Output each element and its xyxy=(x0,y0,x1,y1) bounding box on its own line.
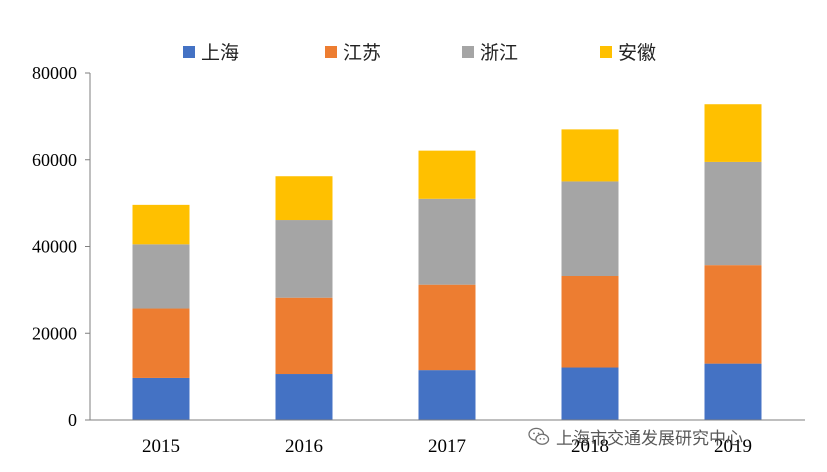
wechat-icon xyxy=(528,427,550,445)
y-tick-label: 60000 xyxy=(32,150,77,170)
x-tick-label: 2018 xyxy=(571,436,609,457)
bar-segment xyxy=(704,265,762,364)
legend-swatch xyxy=(325,45,337,58)
bar-segment xyxy=(704,363,762,420)
x-tick-label: 2017 xyxy=(428,436,466,457)
legend-swatch xyxy=(600,45,612,58)
bar-segment xyxy=(275,297,333,375)
bar-segment xyxy=(132,204,190,245)
bar-segment xyxy=(704,161,762,266)
legend-label: 江苏 xyxy=(343,42,382,64)
x-tick-label: 2015 xyxy=(142,436,180,457)
bar-segment xyxy=(275,176,333,221)
legend: 上海 江苏 浙江 安徽 xyxy=(0,38,827,68)
bar-segment xyxy=(132,377,190,420)
bar-series-group xyxy=(132,104,762,420)
bar-segment xyxy=(418,370,476,420)
legend-item: 浙江 xyxy=(462,38,518,65)
y-axis: 0 20000 40000 60000 80000 xyxy=(32,63,91,430)
x-tick-label: 2016 xyxy=(285,436,323,457)
bar-segment xyxy=(561,275,619,368)
y-tick-label: 40000 xyxy=(32,237,77,257)
bar-segment xyxy=(275,220,333,298)
legend-item: 上海 xyxy=(183,38,239,65)
watermark: 上海市交通发展研究中心 xyxy=(528,424,743,449)
bar-segment xyxy=(561,181,619,276)
bar-segment xyxy=(132,244,190,309)
y-tick-label: 20000 xyxy=(32,323,77,343)
legend-label: 安徽 xyxy=(618,42,657,64)
bar-segment xyxy=(132,308,190,378)
x-axis: 2015 2016 2017 2018 2019 xyxy=(90,419,805,457)
x-tick-label: 2019 xyxy=(714,436,752,457)
watermark-text: 上海市交通发展研究中心 xyxy=(556,429,743,449)
y-tick-label: 80000 xyxy=(32,63,77,83)
legend-label: 上海 xyxy=(201,42,240,64)
bar-segment xyxy=(561,129,619,182)
legend-swatch xyxy=(462,45,474,58)
bar-segment xyxy=(561,367,619,420)
bar-segment xyxy=(418,284,476,371)
bar-segment xyxy=(418,198,476,285)
legend-item: 江苏 xyxy=(325,38,381,65)
bar-segment xyxy=(418,150,476,199)
legend-swatch xyxy=(183,45,195,58)
legend-label: 浙江 xyxy=(480,42,519,64)
bar-segment xyxy=(275,374,333,420)
y-tick-label: 0 xyxy=(68,410,77,430)
legend-item: 安徽 xyxy=(600,38,656,65)
bar-segment xyxy=(704,104,762,162)
